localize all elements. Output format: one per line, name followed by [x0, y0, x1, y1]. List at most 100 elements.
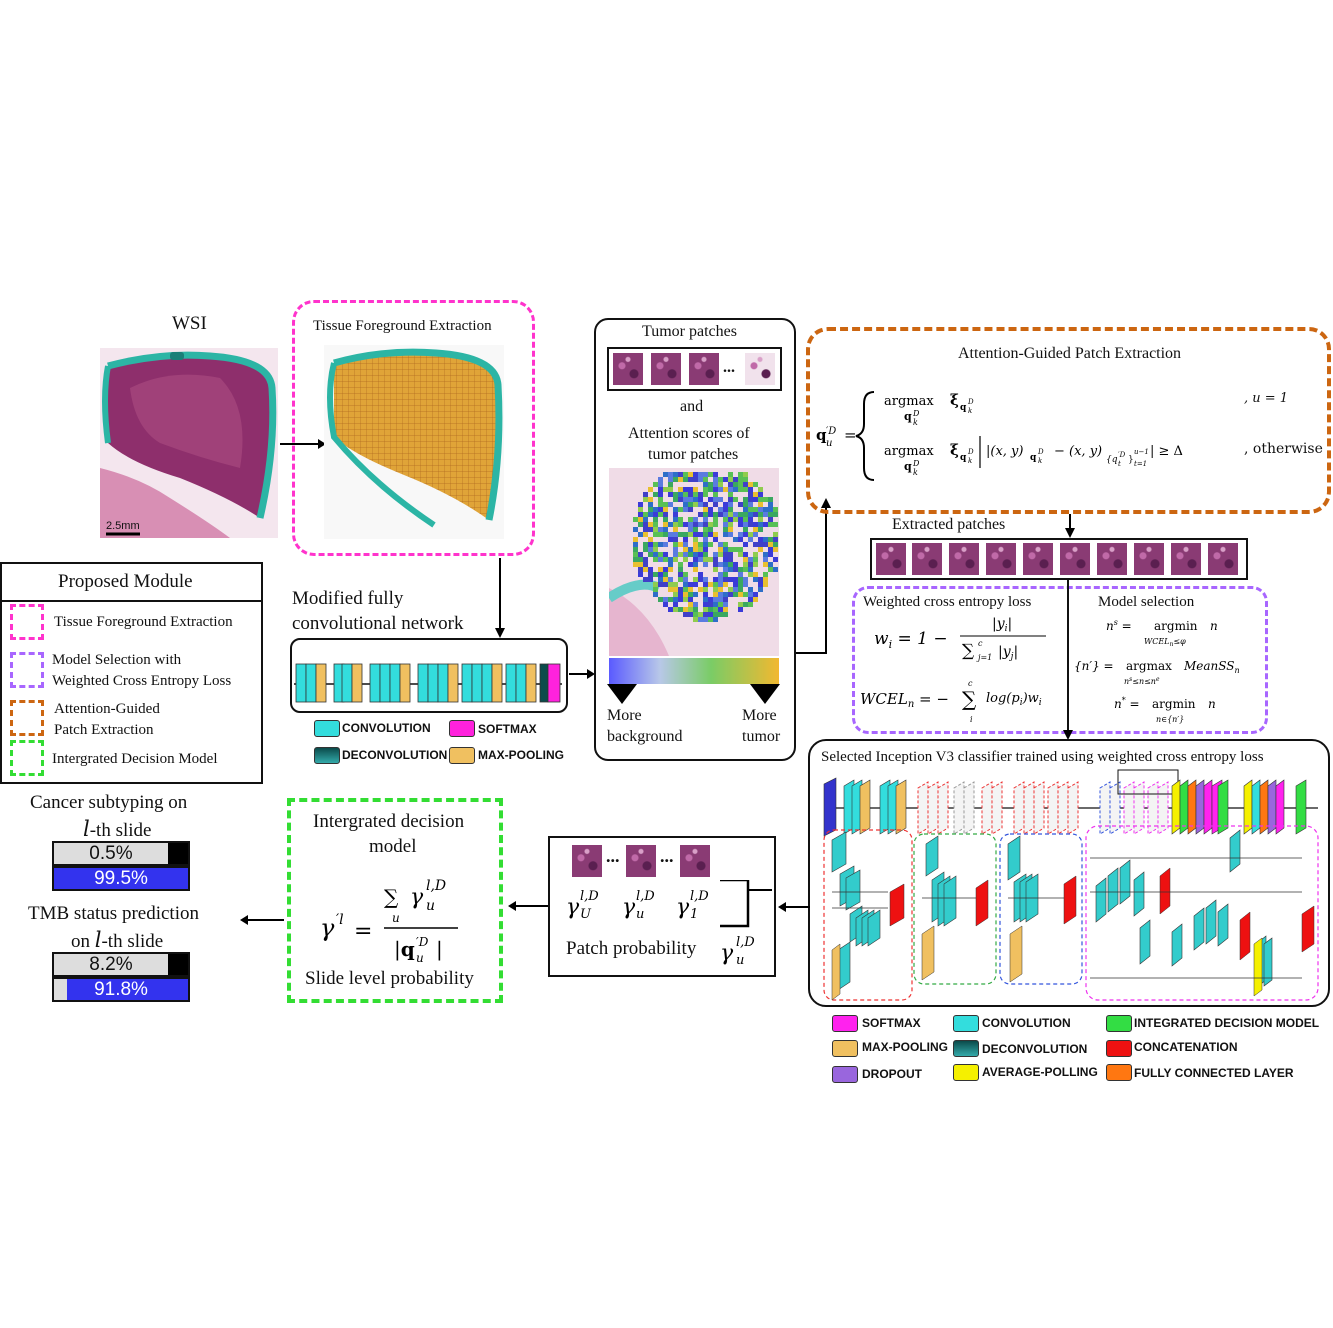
heatmap-cell — [693, 617, 698, 622]
heatmap-cell — [668, 532, 673, 537]
heatmap-cell — [673, 557, 678, 562]
inc-legend-maxpool-swatch — [832, 1040, 858, 1057]
heatmap-cell — [743, 482, 748, 487]
heatmap-cell — [723, 607, 728, 612]
legend-item-attention-line2: Patch Extraction — [54, 722, 154, 738]
inc-legend-dropout-swatch — [832, 1066, 858, 1083]
svg-text:|(x, y): |(x, y) — [986, 444, 1023, 459]
heatmap-cell — [673, 587, 678, 592]
heatmap-cell — [758, 512, 763, 517]
heatmap-cell — [728, 527, 733, 532]
heatmap-cell — [743, 472, 748, 477]
heatmap-cell — [638, 532, 643, 537]
heatmap-cell — [713, 562, 718, 567]
heatmap-cell — [693, 477, 698, 482]
heatmap-cell — [713, 567, 718, 572]
heatmap-cell — [668, 582, 673, 587]
heatmap-cell — [663, 542, 668, 547]
heatmap-cell — [743, 512, 748, 517]
heatmap-cell — [693, 602, 698, 607]
heatmap-cell — [653, 527, 658, 532]
svg-text:∑: ∑ — [962, 641, 974, 661]
heatmap-cell — [768, 522, 773, 527]
heatmap-cell — [683, 542, 688, 547]
heatmap-cell — [658, 567, 663, 572]
svg-text:u: u — [826, 438, 832, 449]
heatmap-cell — [698, 532, 703, 537]
heatmap-cell — [648, 577, 653, 582]
fcn-title-line2: convolutional network — [292, 613, 464, 634]
heatmap-cell — [733, 482, 738, 487]
heatmap-cell — [728, 482, 733, 487]
heatmap-cell — [718, 607, 723, 612]
heatmap-cell — [733, 487, 738, 492]
heatmap-cell — [733, 537, 738, 542]
heatmap-cell — [703, 487, 708, 492]
heatmap-cell — [763, 497, 768, 502]
heatmap-cell — [723, 582, 728, 587]
heatmap-cell — [653, 517, 658, 522]
heatmap-cell — [658, 497, 663, 502]
more-tumor-marker — [750, 684, 780, 708]
svg-text:′D: ′D — [416, 935, 429, 949]
tumor-patch — [743, 351, 777, 387]
svg-text:ns≤n≤ne: ns≤n≤ne — [1124, 676, 1160, 686]
heatmap-cell — [658, 557, 663, 562]
heatmap-cell — [653, 552, 658, 557]
heatmap-cell — [713, 587, 718, 592]
integrated-decision-module — [287, 798, 503, 1003]
heatmap-cell — [758, 517, 763, 522]
heatmap-cell — [678, 567, 683, 572]
heatmap-cell — [638, 522, 643, 527]
heatmap-cell — [723, 552, 728, 557]
heatmap-cell — [658, 527, 663, 532]
heatmap-cell — [648, 497, 653, 502]
heatmap-cell — [718, 572, 723, 577]
heatmap-cell — [753, 592, 758, 597]
heatmap-cell — [713, 577, 718, 582]
heatmap-cell — [713, 492, 718, 497]
svg-text:|yi|: |yi| — [992, 616, 1012, 634]
legend-item-model-line1: Model Selection with — [52, 652, 182, 668]
heatmap-cell — [758, 502, 763, 507]
heatmap-cell — [653, 482, 658, 487]
svg-text:γ: γ — [566, 895, 580, 920]
svg-text:| ≥ Δ: | ≥ Δ — [1150, 444, 1183, 459]
heatmap-cell — [758, 527, 763, 532]
fcn-legend-convolution-swatch — [314, 720, 340, 737]
tumor-patch — [649, 351, 683, 387]
heatmap-cell — [743, 522, 748, 527]
heatmap-cell — [723, 577, 728, 582]
heatmap-cell — [688, 612, 693, 617]
svg-text:′D: ′D — [1118, 451, 1126, 459]
heatmap-cell — [738, 572, 743, 577]
heatmap-cell — [728, 547, 733, 552]
svg-text:|yj|: |yj| — [998, 644, 1018, 662]
heatmap-cell — [728, 472, 733, 477]
heatmap-cell — [643, 492, 648, 497]
subtype-bars: 0.5% 99.5% — [52, 841, 190, 895]
svg-text:′l: ′l — [336, 912, 344, 928]
heatmap-cell — [643, 562, 648, 567]
svg-text:argmax: argmax — [1126, 659, 1172, 673]
heatmap-cell — [723, 562, 728, 567]
heatmap-cell — [648, 572, 653, 577]
heatmap-cell — [693, 502, 698, 507]
fcn-legend-maxpool-swatch — [449, 747, 475, 764]
fcn-title-line1: Modified fully — [292, 588, 404, 609]
heatmap-cell — [688, 587, 693, 592]
heatmap-cell — [713, 617, 718, 622]
prob-ellipsis: ... — [606, 846, 620, 866]
heatmap-cell — [693, 607, 698, 612]
svg-text:u: u — [736, 953, 744, 968]
arrow-inception-to-patchprob — [778, 899, 810, 919]
heatmap-cell — [748, 537, 753, 542]
heatmap-cell — [738, 522, 743, 527]
svg-text:q: q — [960, 453, 967, 463]
heatmap-cell — [743, 487, 748, 492]
heatmap-cell — [708, 522, 713, 527]
svg-text:γ: γ — [622, 895, 636, 920]
heatmap-cell — [668, 482, 673, 487]
inc-legend-avgpool: AVERAGE-POLLING — [982, 1065, 1098, 1079]
heatmap-cell — [663, 557, 668, 562]
